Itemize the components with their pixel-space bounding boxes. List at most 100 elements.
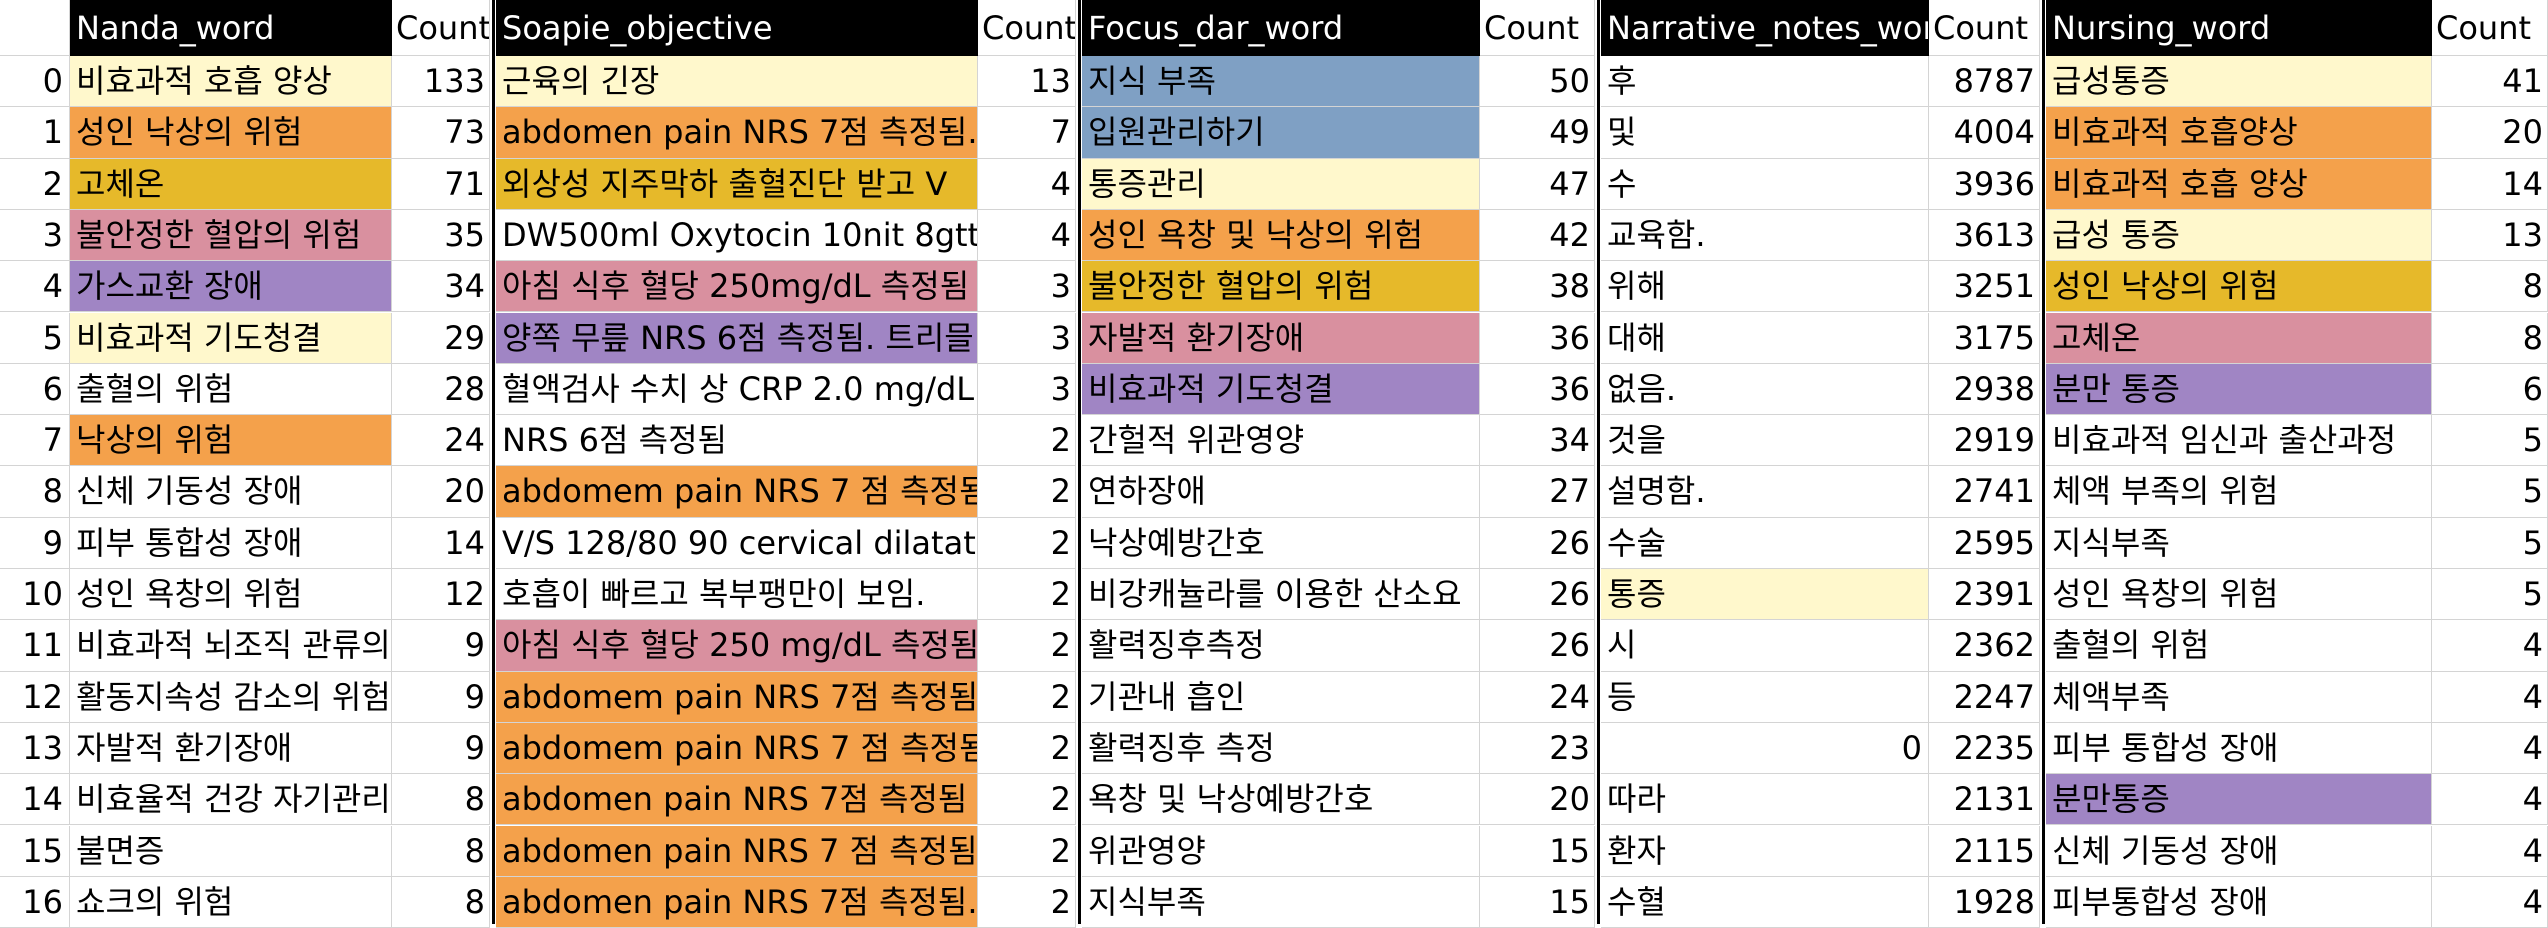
word-cell[interactable]: 시 [1601,620,1929,672]
count-cell[interactable]: 71 [392,158,490,210]
count-cell[interactable]: 2 [978,774,1076,826]
word-cell[interactable]: 지식 부족 [1082,56,1480,108]
count-cell[interactable]: 34 [1480,415,1595,467]
count-cell[interactable]: 4 [2432,620,2548,672]
count-cell[interactable]: 35 [392,209,490,262]
word-cell[interactable]: 성인 욕창의 위험 [2046,569,2432,621]
count-cell[interactable]: 2 [978,569,1076,621]
word-cell[interactable]: 비효율적 건강 자기관리 [70,774,392,826]
count-cell[interactable]: 9 [392,620,490,672]
count-cell[interactable]: 2247 [1929,671,2040,723]
count-cell[interactable]: 4 [978,158,1076,210]
word-cell[interactable]: 고체온 [2046,312,2432,364]
count-cell[interactable]: 5 [2432,415,2548,467]
count-cell[interactable]: 49 [1480,107,1595,159]
word-cell[interactable]: 피부 통합성 장애 [2046,722,2432,775]
count-cell[interactable]: 36 [1480,312,1595,364]
word-cell[interactable]: 분만 통증 [2046,363,2432,416]
count-cell[interactable]: 12 [392,569,490,621]
word-cell[interactable]: 비효과적 기도청결 [70,312,392,364]
word-cell[interactable]: 입원관리하기 [1082,107,1480,159]
word-cell[interactable]: 피부통합성 장애 [2046,876,2432,928]
count-cell[interactable]: 3 [978,261,1076,313]
word-cell[interactable]: 위해 [1601,261,1929,313]
count-header[interactable]: Count [978,0,1076,56]
count-header[interactable]: Count [392,0,490,56]
word-cell[interactable]: 신체 기동성 장애 [70,466,392,518]
word-cell[interactable]: abdomem pain NRS 7점 측정됨. [496,671,978,723]
count-cell[interactable]: 4 [2432,671,2548,723]
count-cell[interactable]: 4004 [1929,107,2040,159]
word-cell[interactable]: 낙상의 위험 [70,415,392,467]
word-cell[interactable]: 신체 기동성 장애 [2046,825,2432,877]
word-cell[interactable]: 연하장애 [1082,466,1480,518]
count-cell[interactable]: 15 [1480,825,1595,877]
count-header[interactable]: Count [1929,0,2040,56]
count-cell[interactable]: 41 [2432,56,2548,108]
count-cell[interactable]: 24 [1480,671,1595,723]
word-cell[interactable]: 양쪽 무릎 NRS 6점 측정됨. 트리믈 [496,312,978,364]
count-cell[interactable]: 3175 [1929,312,2040,364]
word-cell[interactable]: 출혈의 위험 [70,363,392,416]
word-cell[interactable]: 따라 [1601,774,1929,826]
word-cell[interactable]: abdomem pain NRS 7 점 측정됨 [496,722,978,775]
count-cell[interactable]: 28 [392,363,490,416]
count-cell[interactable]: 26 [1480,517,1595,569]
word-cell[interactable]: 아침 식후 혈당 250mg/dL 측정됨 [496,261,978,313]
word-cell[interactable]: 비효과적 뇌조직 관류의 [70,620,392,672]
word-cell[interactable]: 비효과적 호흡 양상 [2046,158,2432,210]
word-cell[interactable]: 성인 낙상의 위험 [2046,261,2432,313]
word-cell[interactable]: 후 [1601,56,1929,108]
word-cell[interactable]: 아침 식후 혈당 250 mg/dL 측정됨 [496,620,978,672]
word-cell[interactable]: 통증관리 [1082,158,1480,210]
word-cell[interactable]: 및 [1601,107,1929,159]
count-cell[interactable]: 2 [978,466,1076,518]
word-cell[interactable]: 비효과적 기도청결 [1082,363,1480,416]
word-cell[interactable]: 없음. [1601,363,1929,416]
count-cell[interactable]: 4 [2432,722,2548,775]
count-cell[interactable]: 13 [2432,209,2548,262]
word-cell[interactable]: 대해 [1601,312,1929,364]
column-header-nursing-word[interactable]: Nursing_word [2046,0,2432,56]
word-cell[interactable]: 불안정한 혈압의 위험 [1082,261,1480,313]
word-cell[interactable]: 간헐적 위관영양 [1082,415,1480,467]
word-cell[interactable]: 수술 [1601,517,1929,569]
count-cell[interactable]: 133 [392,56,490,108]
word-cell[interactable]: 피부 통합성 장애 [70,517,392,569]
count-cell[interactable]: 3936 [1929,158,2040,210]
count-cell[interactable]: 5 [2432,517,2548,569]
word-cell[interactable]: 급성통증 [2046,56,2432,108]
word-cell[interactable]: 위관영양 [1082,825,1480,877]
count-cell[interactable]: 5 [2432,569,2548,621]
count-cell[interactable]: 38 [1480,261,1595,313]
count-header[interactable]: Count [1480,0,1595,56]
word-cell[interactable]: 비효과적 호흡 양상 [70,56,392,108]
word-cell[interactable]: 쇼크의 위험 [70,876,392,928]
count-cell[interactable]: 4 [978,209,1076,262]
count-cell[interactable]: 2 [978,722,1076,775]
word-cell[interactable]: 체액부족 [2046,671,2432,723]
word-cell[interactable]: 수혈 [1601,876,1929,928]
word-cell[interactable]: 성인 낙상의 위험 [70,107,392,159]
word-cell[interactable]: abdomem pain NRS 7 점 측정됨. [496,466,978,518]
count-header[interactable]: Count [2432,0,2548,56]
column-header-narrative-notes-word[interactable]: Narrative_notes_word [1601,0,1929,56]
word-cell[interactable]: 성인 욕창의 위험 [70,569,392,621]
word-cell[interactable]: 활력징후 측정 [1082,722,1480,775]
word-cell[interactable]: 설명함. [1601,466,1929,518]
word-cell[interactable]: 것을 [1601,415,1929,467]
count-cell[interactable]: 2362 [1929,620,2040,672]
word-cell[interactable]: abdomen pain NRS 7 점 측정됨 [496,825,978,877]
word-cell[interactable]: abdomen pain NRS 7점 측정됨. [496,107,978,159]
count-cell[interactable]: 8 [392,774,490,826]
count-cell[interactable]: 2 [978,620,1076,672]
count-cell[interactable]: 2391 [1929,569,2040,621]
count-cell[interactable]: 9 [392,722,490,775]
count-cell[interactable]: 20 [2432,107,2548,159]
count-cell[interactable]: 20 [392,466,490,518]
count-cell[interactable]: 2595 [1929,517,2040,569]
count-cell[interactable]: 42 [1480,209,1595,262]
count-cell[interactable]: 2 [978,876,1076,928]
word-cell[interactable]: 교육함. [1601,209,1929,262]
word-cell[interactable]: abdomen pain NRS 7점 측정됨. [496,876,978,928]
